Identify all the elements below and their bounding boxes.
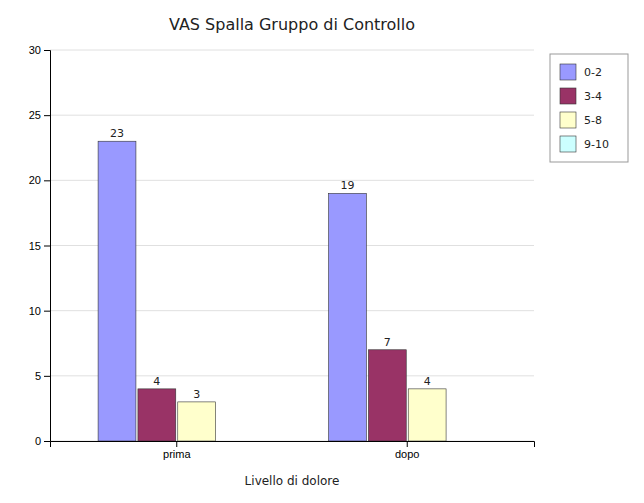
tick-mark [44,376,50,377]
bars [98,141,446,441]
tick-label: dopo [395,448,419,460]
tick: 5 [35,370,50,382]
tick-label: prima [163,448,191,460]
legend-label: 5-8 [584,114,602,127]
axis-title: Livello di dolore [245,474,340,488]
data-label: 19 [340,179,354,192]
tick-label: 5 [35,370,41,382]
tick-mark [44,246,50,247]
tick-mark [44,311,50,312]
tick-mark [407,441,408,447]
plot-area: 23 19 4 7 3 4 0 5 10 15 20 25 30 prima dopo [29,44,535,460]
legend-item: 0-2 [560,64,602,80]
tick-label: 10 [29,305,41,317]
tick: 0 [35,435,50,447]
legend-swatch [560,112,576,128]
tick: 15 [29,240,50,252]
data-label: 3 [193,388,200,401]
tick-label: 15 [29,240,41,252]
data-label: 7 [384,336,391,349]
bar [408,389,446,441]
legend-label: 9-10 [584,138,609,151]
legend-item: 3-4 [560,88,602,104]
bar [448,441,486,442]
legend-item: 5-8 [560,112,602,128]
tick-mark [44,180,50,181]
tick-mark [176,441,177,447]
tick-label: 25 [29,109,41,121]
legend-swatch [560,64,576,80]
tick: 30 [29,44,50,56]
tick-label: 30 [29,44,41,56]
data-label: 4 [424,375,431,388]
bar [368,350,406,441]
axis-line [44,51,51,442]
legend-swatch [560,88,576,104]
axis-line [51,442,535,448]
tick: 20 [29,174,50,186]
grid-line [50,115,534,116]
tick: dopo [395,441,419,460]
tick: prima [163,441,191,460]
tick: 25 [29,109,50,121]
legend-swatch [560,136,576,152]
data-labels: 23 19 4 7 3 4 [110,127,431,401]
legend-label: 3-4 [584,90,602,103]
bar [138,389,176,441]
tick-label: 0 [35,435,41,447]
legend-item: 9-10 [560,136,609,152]
x-axis: prima dopo [51,441,535,460]
bar [218,441,256,442]
y-axis: 0 5 10 15 20 25 30 [29,44,51,447]
legend-label: 0-2 [584,66,602,79]
bar [329,193,367,441]
tick-mark [44,115,50,116]
chart: 23 19 4 7 3 4 0 5 10 15 20 25 30 prima dopo VAS Spalla … [0,0,644,503]
tick-mark [44,441,50,442]
legend-frame [550,54,628,162]
data-label: 4 [153,375,160,388]
tick-mark [44,50,50,51]
data-label: 23 [110,127,124,140]
bar [178,402,216,441]
tick-label: 20 [29,174,41,186]
tick: 10 [29,305,50,317]
legend: 0-2 3-4 5-8 9-10 [550,54,628,162]
grid-line [50,50,534,51]
bar [98,141,136,441]
title: VAS Spalla Gruppo di Controllo [169,15,415,34]
grid [50,50,534,441]
